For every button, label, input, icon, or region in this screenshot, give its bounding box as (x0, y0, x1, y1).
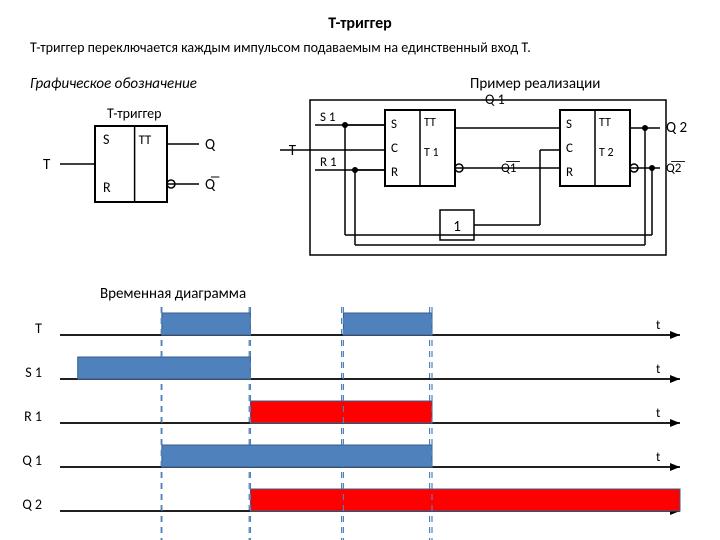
timing-bar (250, 401, 432, 423)
svg-text:S: S (566, 117, 572, 132)
impl-r1: R 1 (320, 155, 337, 170)
section-timing: Временная диаграмма (100, 285, 246, 303)
symbol-out-q: Q (205, 136, 216, 154)
timing-axis-0: t (656, 318, 661, 333)
impl-q1: Q 1 (485, 91, 505, 108)
svg-text:TT: TT (599, 116, 611, 130)
svg-text:C: C (391, 141, 398, 156)
timing-bar (162, 445, 432, 467)
symbol-input: T (43, 156, 51, 174)
impl-q2bar: Q̅2̅ (666, 161, 685, 176)
timing-axis-2: t (656, 406, 661, 421)
symbol-pin-r: R (103, 179, 111, 196)
timing-axis-3: t (656, 450, 661, 465)
symbol-pin-s: S (103, 131, 109, 148)
description: Т-триггер переключается каждым импульсом… (30, 39, 531, 56)
svg-text:S: S (391, 117, 397, 132)
page-title: Т-триггер (328, 14, 392, 33)
timing-bar (78, 357, 251, 379)
impl-s1: S 1 (320, 110, 336, 125)
symbol-caption: Т-триггер (107, 105, 161, 122)
symbol-type: ТТ (139, 133, 152, 148)
timing-label-0: T (35, 320, 42, 337)
svg-text:TT: TT (424, 116, 436, 130)
timing-axis-1: t (656, 362, 661, 377)
timing-bar (250, 489, 680, 511)
impl-const1: 1 (453, 218, 461, 236)
section-graphic: Графическое обозначение (30, 75, 197, 93)
timing-label-3: Q 1 (22, 452, 42, 469)
timing-bar (343, 313, 432, 335)
timing-label-2: R 1 (24, 408, 42, 425)
timing-label-4: Q 2 (22, 496, 42, 513)
timing-label-1: S 1 (25, 364, 42, 381)
impl-input: T (289, 142, 297, 160)
svg-text:R: R (391, 165, 398, 180)
svg-text:C: C (566, 141, 573, 156)
impl-q2: Q 2 (666, 119, 687, 137)
svg-text:T 1: T 1 (424, 146, 439, 160)
svg-text:T 2: T 2 (599, 146, 614, 160)
timing-bar (162, 313, 251, 335)
symbol-out-qbar: Q̅ (205, 176, 220, 194)
svg-text:R: R (566, 165, 573, 180)
